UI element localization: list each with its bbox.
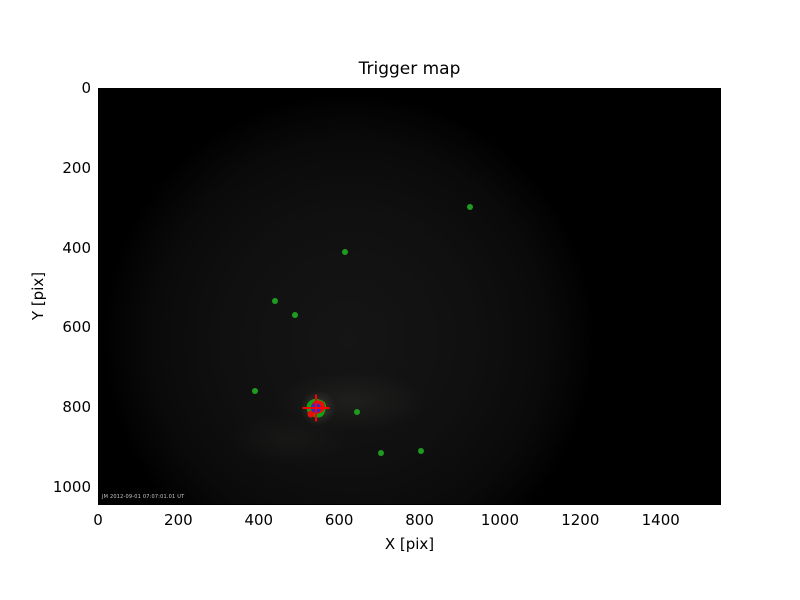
x-tick-label: 1400 (641, 511, 680, 529)
y-tick-label: 0 (81, 79, 91, 97)
y-tick-label: 200 (62, 158, 91, 177)
x-tick-label: 400 (244, 511, 274, 529)
scatter-point (272, 297, 279, 304)
x-tick-label: 800 (405, 511, 434, 529)
x-axis-label: X [pix] (384, 535, 435, 553)
scatter-point (341, 249, 348, 256)
x-tick-label: 200 (164, 511, 193, 529)
timestamp-watermark: JM 2012-09-01 07:07:01.01 UT (102, 494, 185, 500)
y-tick-label: 800 (62, 398, 91, 417)
scatter-point (251, 388, 258, 395)
scatter-point (466, 204, 473, 211)
chart-title: Trigger map (358, 59, 461, 79)
trigger-crosshair-vertical (315, 394, 318, 422)
scatter-point (292, 311, 299, 318)
y-tick-label: 1000 (52, 478, 91, 497)
x-tick-label: 1200 (561, 511, 600, 529)
scatter-point (417, 447, 424, 454)
plot-area: JM 2012-09-01 07:07:01.01 UT (98, 88, 721, 505)
x-tick-label: 1000 (480, 511, 520, 529)
trigger-red-blob-small (307, 410, 315, 418)
x-tick-label: 600 (324, 511, 354, 529)
y-axis-label: Y [pix] (29, 271, 47, 321)
y-tick-label: 600 (62, 318, 91, 337)
scatter-point (377, 449, 384, 456)
x-tick-label: 0 (93, 511, 103, 529)
scatter-point (354, 409, 361, 416)
y-tick-label: 400 (62, 238, 91, 257)
